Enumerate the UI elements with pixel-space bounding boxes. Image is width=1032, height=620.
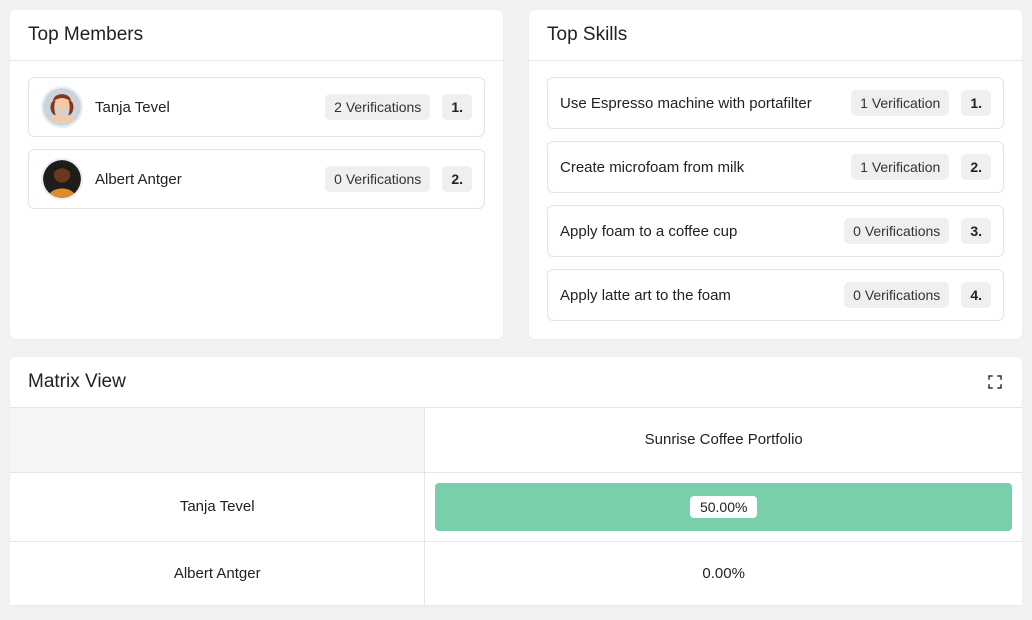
matrix-row-value: 0.00% — [425, 541, 1022, 605]
skill-name: Apply foam to a coffee cup — [560, 223, 832, 240]
matrix-row: Tanja Tevel 50.00% — [10, 472, 1022, 541]
skill-row[interactable]: Use Espresso machine with portafilter 1 … — [547, 77, 1004, 129]
member-row[interactable]: Tanja Tevel 2 Verifications 1. — [28, 77, 485, 137]
matrix-row: Albert Antger 0.00% — [10, 541, 1022, 605]
matrix-title: Matrix View — [28, 371, 126, 393]
top-members-card: Top Members Tanja Tevel 2 — [10, 10, 503, 339]
progress-value-label: 50.00% — [690, 496, 757, 518]
member-name: Tanja Tevel — [95, 99, 313, 116]
rank-badge: 4. — [961, 282, 991, 308]
expand-icon[interactable] — [986, 373, 1004, 391]
verifications-badge: 0 Verifications — [844, 218, 949, 244]
skill-name: Apply latte art to the foam — [560, 287, 832, 304]
matrix-corner-cell — [10, 408, 425, 472]
rank-badge: 2. — [442, 166, 472, 192]
member-name: Albert Antger — [95, 171, 313, 188]
matrix-row-value: 50.00% — [425, 472, 1022, 541]
top-members-title: Top Members — [10, 10, 503, 61]
verifications-badge: 2 Verifications — [325, 94, 430, 120]
verifications-badge: 1 Verification — [851, 154, 949, 180]
member-row[interactable]: Albert Antger 0 Verifications 2. — [28, 149, 485, 209]
rank-badge: 3. — [961, 218, 991, 244]
skill-row[interactable]: Create microfoam from milk 1 Verificatio… — [547, 141, 1004, 193]
skill-name: Use Espresso machine with portafilter — [560, 95, 839, 112]
avatar — [41, 158, 83, 200]
progress-bar: 50.00% — [435, 483, 1012, 531]
matrix-row-name: Tanja Tevel — [10, 472, 425, 541]
matrix-view-card: Matrix View Sunrise Coffee Portfolio Tan… — [10, 357, 1022, 605]
skill-row[interactable]: Apply latte art to the foam 0 Verificati… — [547, 269, 1004, 321]
skill-row[interactable]: Apply foam to a coffee cup 0 Verificatio… — [547, 205, 1004, 257]
rank-badge: 2. — [961, 154, 991, 180]
rank-badge: 1. — [961, 90, 991, 116]
matrix-row-name: Albert Antger — [10, 541, 425, 605]
skill-name: Create microfoam from milk — [560, 159, 839, 176]
verifications-badge: 0 Verifications — [844, 282, 949, 308]
rank-badge: 1. — [442, 94, 472, 120]
matrix-table: Sunrise Coffee Portfolio Tanja Tevel 50.… — [10, 408, 1022, 605]
verifications-badge: 0 Verifications — [325, 166, 430, 192]
avatar — [41, 86, 83, 128]
matrix-column-header: Sunrise Coffee Portfolio — [425, 408, 1022, 472]
top-skills-card: Top Skills Use Espresso machine with por… — [529, 10, 1022, 339]
top-skills-title: Top Skills — [529, 10, 1022, 61]
verifications-badge: 1 Verification — [851, 90, 949, 116]
progress-value-label: 0.00% — [702, 565, 745, 582]
